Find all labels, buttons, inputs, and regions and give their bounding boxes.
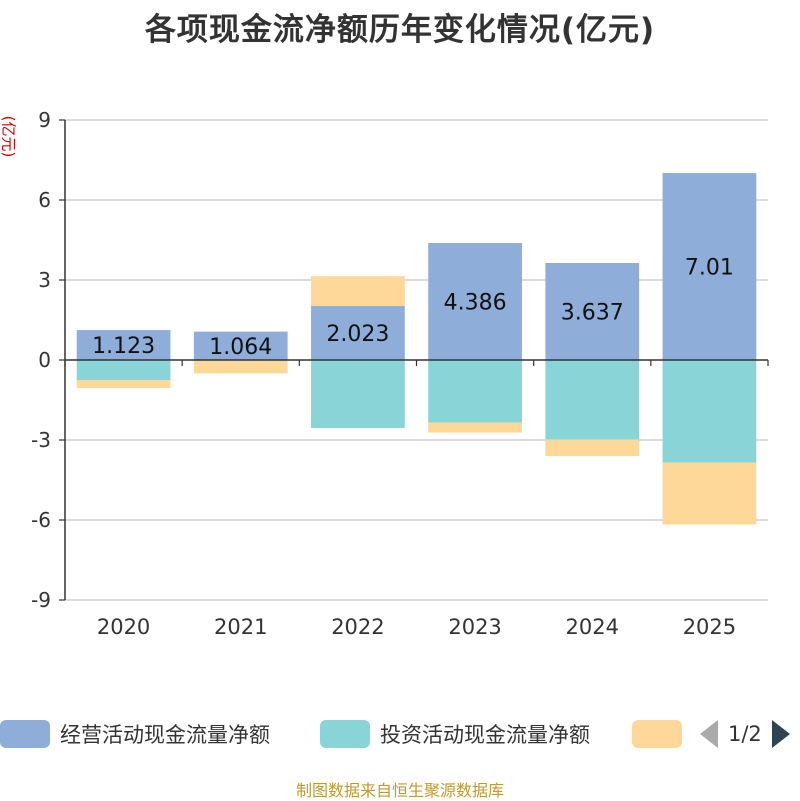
legend-item-investing-cashflow[interactable]: 投资活动现金流量净额: [320, 716, 590, 752]
y-tick-label: 0: [38, 348, 51, 372]
bar-value-label: 7.01: [685, 256, 734, 281]
bar-value-label: 4.386: [444, 291, 507, 316]
chart-title: 各项现金流净额历年变化情况(亿元): [144, 12, 656, 48]
bar-2024-series-2: [545, 439, 640, 456]
legend-label-investing: 投资活动现金流量净额: [380, 723, 590, 747]
x-tick-label: 2020: [97, 615, 150, 639]
x-tick-label: 2025: [683, 615, 736, 639]
y-tick-label: 6: [38, 188, 51, 212]
y-tick-label: 3: [38, 268, 51, 292]
legend-page-indicator: 1/2: [728, 722, 762, 746]
bar-2021-series-2: [193, 360, 288, 374]
bar-2022-series-1: [311, 360, 405, 428]
bar-2023-series-0: [428, 243, 522, 360]
x-tick-label: 2021: [214, 615, 267, 639]
bar-value-label: 2.023: [326, 322, 389, 347]
legend-swatch-investing: [320, 720, 370, 748]
bar-2020-series-2: [76, 380, 171, 388]
bar-2022-series-0: [311, 306, 405, 360]
legend-item-financing-cashflow[interactable]: [632, 716, 682, 752]
bar-2020-series-0: [76, 330, 171, 360]
bar-2025-series-2: [662, 462, 757, 525]
legend-swatch-operating: [0, 720, 50, 748]
bar-2024-series-0: [545, 263, 640, 360]
bar-value-label: 1.064: [209, 335, 272, 360]
bar-value-label: 1.123: [92, 334, 155, 359]
x-tick-label: 2022: [331, 615, 384, 639]
bar-2021-series-0: [193, 331, 288, 360]
bar-2022-series-2: [311, 276, 405, 307]
y-tick-label: -3: [31, 428, 51, 452]
bar-2023-series-2: [428, 422, 522, 433]
x-tick-label: 2024: [566, 615, 619, 639]
y-tick-label: -9: [31, 588, 51, 612]
bar-2025-series-1: [662, 360, 757, 463]
bar-2025-series-0: [662, 173, 757, 360]
legend-swatch-financing: [632, 720, 682, 748]
legend-item-operating-cashflow[interactable]: 经营活动现金流量净额: [0, 716, 270, 752]
legend-pager: 1/2: [700, 716, 790, 752]
y-tick-label: -6: [31, 508, 51, 532]
legend: 经营活动现金流量净额 投资活动现金流量净额 1/2: [0, 716, 800, 752]
legend-label-operating: 经营活动现金流量净额: [60, 723, 270, 747]
y-tick-label: 9: [38, 108, 51, 132]
bar-value-label: 3.637: [561, 301, 624, 326]
bar-2020-series-1: [76, 360, 171, 380]
bar-2024-series-1: [545, 360, 640, 440]
bar-2023-series-1: [428, 360, 522, 423]
legend-prev-page-icon[interactable]: [700, 720, 718, 748]
data-source-note: 制图数据来自恒生聚源数据库: [295, 781, 504, 800]
x-tick-label: 2023: [448, 615, 501, 639]
legend-next-page-icon[interactable]: [771, 720, 790, 748]
